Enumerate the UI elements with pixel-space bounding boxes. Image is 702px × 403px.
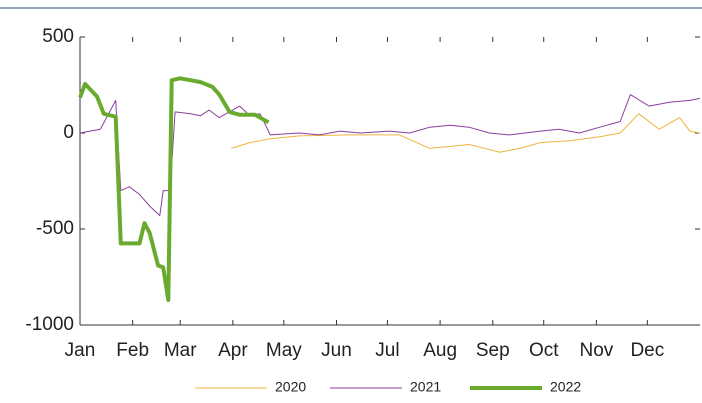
series-line: [78, 76, 270, 302]
y-tick-label: -500: [36, 218, 74, 239]
legend-label: 2020: [275, 379, 306, 395]
x-tick-label: Apr: [218, 340, 248, 361]
x-tick-label: May: [266, 340, 302, 361]
x-tick-label: Feb: [116, 340, 149, 361]
y-tick-label: -1000: [25, 314, 74, 335]
x-tick-label: Sep: [476, 340, 510, 361]
x-tick-label: Mar: [164, 340, 197, 361]
x-tick-label: Nov: [579, 340, 613, 361]
x-tick-label: Jan: [65, 340, 96, 361]
x-tick-label: Jun: [321, 340, 352, 361]
x-tick-label: Aug: [423, 340, 457, 361]
x-tick-label: Dec: [630, 340, 664, 361]
series-line: [231, 113, 701, 153]
y-tick-label: 0: [63, 122, 74, 143]
x-tick-label: Jul: [375, 340, 399, 361]
legend-label: 2021: [410, 379, 441, 395]
y-tick-label: 500: [42, 26, 74, 47]
x-tick-label: Oct: [529, 340, 559, 361]
legend-label: 2022: [550, 379, 581, 395]
series-line: [79, 94, 701, 217]
